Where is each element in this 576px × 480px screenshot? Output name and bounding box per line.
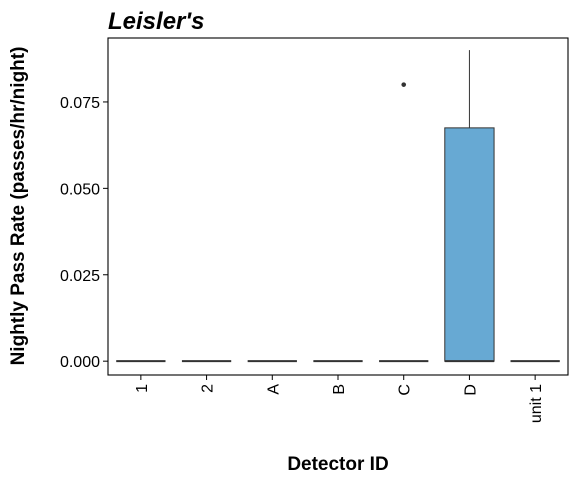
x-tick-label: A: [265, 384, 282, 395]
box-D: [444, 50, 495, 363]
y-axis: 0.000 0.025 0.050 0.075: [60, 95, 108, 371]
x-axis-title: Detector ID: [287, 454, 388, 475]
plot-panel: [107, 37, 569, 376]
x-tick-label: C: [397, 384, 414, 396]
x-tick-label: D: [462, 384, 479, 396]
y-tick-label: 0.025: [60, 268, 100, 285]
x-tick-label: 2: [200, 384, 217, 393]
box-C: [379, 82, 429, 363]
x-tick-label: 1: [134, 384, 151, 393]
y-tick-label: 0.050: [60, 181, 100, 198]
y-axis-title: Nightly Pass Rate (passes/hr/night): [8, 47, 29, 366]
outlier-point: [401, 82, 407, 87]
box-body: [444, 127, 495, 362]
box-series: [116, 50, 560, 363]
x-tick-label: unit 1: [528, 384, 545, 423]
y-tick-label: 0.000: [60, 354, 100, 371]
x-tick-label: B: [331, 384, 348, 395]
chart-title: Leisler's: [108, 8, 204, 35]
y-tick-label: 0.075: [60, 95, 100, 112]
